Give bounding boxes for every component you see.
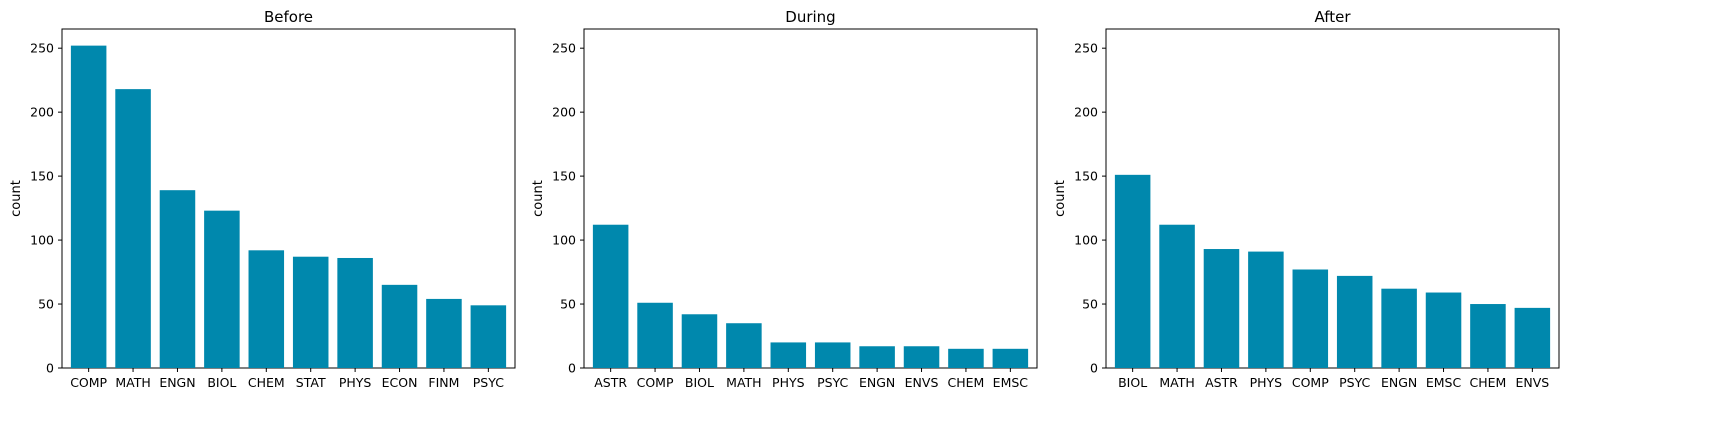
chart-panel-during: During count 0 50 100 150 200 250 ASTR COMP BIOL MA… [531,8,1038,390]
bar-biol [681,314,718,368]
bar-emsc [992,348,1029,368]
bar-engn [159,190,196,368]
x-tick-label: EMSC [1426,375,1462,390]
x-tick-label: PHYS [1250,375,1283,390]
bar-astr [592,224,629,368]
y-tick-label: 0 [46,361,54,376]
y-tick-label: 0 [1090,361,1098,376]
axes-frame [1105,28,1560,369]
bar-econ [381,284,418,368]
x-tick-label: BIOL [685,375,714,390]
y-tick-label: 200 [1074,105,1098,120]
x-tick-label: ENGN [159,375,195,390]
x-tick-label: ENGN [1381,375,1417,390]
x-tick-label: COMP [70,375,107,390]
bar-psyc [814,342,851,368]
y-tick-label: 50 [1082,297,1098,312]
bar-envs [903,346,940,368]
bar-biol [204,210,240,368]
x-tick-label: COMP [637,375,674,390]
y-tick-label: 100 [1074,233,1098,248]
x-tick-label: MATH [726,375,761,390]
bar-comp [1292,269,1329,368]
chart-panel-after: After count 0 50 100 150 200 250 BIOL MATH ASTR PHY… [1053,8,1560,390]
y-tick-label: 100 [30,233,54,248]
bar-astr [1203,249,1240,368]
y-axis-label: count [9,180,24,217]
bar-emsc [1425,292,1462,368]
y-tick-label: 50 [560,297,576,312]
x-tick-label: CHEM [1470,375,1507,390]
bar-comp [70,45,107,368]
y-tick-label: 150 [552,169,576,184]
y-axis-label: count [1053,180,1068,217]
bar-phys [770,342,807,368]
y-tick-label: 200 [30,105,54,120]
y-tick-label: 200 [552,105,576,120]
bar-chem [1470,304,1506,368]
x-tick-label: BIOL [207,375,236,390]
y-tick-label: 100 [552,233,576,248]
y-tick-label: 0 [568,361,576,376]
bar-envs [1514,307,1551,368]
axes-frame [61,28,516,369]
x-tick-label: PSYC [1339,375,1370,390]
x-tick-label: PSYC [473,375,504,390]
x-tick-label: CHEM [948,375,985,390]
bar-math [1159,224,1195,368]
x-tick-label: ENVS [905,375,939,390]
x-tick-label: ASTR [1205,375,1238,390]
bar-chem [948,348,984,368]
chart-title: During [785,8,835,26]
x-tick-label: BIOL [1118,375,1147,390]
axes-frame [583,28,1038,369]
x-tick-label: ENGN [859,375,895,390]
x-tick-label: EMSC [993,375,1029,390]
x-tick-label: PHYS [772,375,805,390]
x-tick-label: MATH [1159,375,1194,390]
y-tick-label: 150 [30,169,54,184]
y-tick-label: 250 [552,41,576,56]
bar-math [726,323,762,368]
x-tick-label: COMP [1292,375,1329,390]
bar-math [115,89,151,369]
y-tick-label: 150 [1074,169,1098,184]
chart-panel-before: Before count 0 50 100 150 200 250 COMP MATH ENGN BI… [9,8,516,390]
chart-title: Before [264,8,313,26]
y-axis-label: count [531,180,546,217]
x-tick-label: ECON [382,375,418,390]
bar-stat [292,256,329,368]
x-tick-label: ENVS [1515,375,1549,390]
x-tick-label: PSYC [817,375,848,390]
chart-title: After [1314,8,1351,26]
x-tick-label: ASTR [594,375,627,390]
x-tick-label: MATH [115,375,150,390]
bar-phys [337,257,373,368]
y-tick-label: 50 [38,297,54,312]
bar-psyc [470,305,507,368]
bar-comp [637,302,673,368]
bar-phys [1248,251,1284,368]
bar-engn [1381,288,1417,368]
x-tick-label: STAT [296,375,326,390]
bar-chem [248,250,285,368]
bar-engn [859,346,895,368]
y-tick-label: 250 [1074,41,1098,56]
bar-finm [426,298,462,368]
x-tick-label: CHEM [248,375,285,390]
bar-psyc [1336,275,1373,368]
x-tick-label: PHYS [339,375,372,390]
y-tick-label: 250 [30,41,54,56]
x-tick-label: FINM [428,375,459,390]
bar-biol [1114,174,1151,368]
